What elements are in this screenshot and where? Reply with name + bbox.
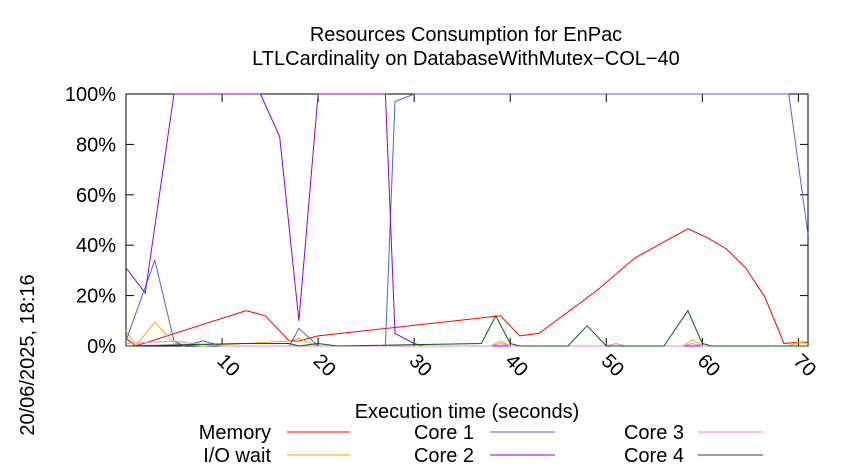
legend-label: Memory: [199, 422, 271, 444]
series-lines: [125, 93, 809, 347]
timestamp-label: 20/06/2025, 18:16: [17, 274, 39, 435]
x-tick-label: 70: [789, 350, 820, 381]
chart-subtitle: LTLCardinality on DatabaseWithMutex−COL−…: [252, 48, 680, 70]
legend-label: Core 4: [624, 445, 684, 467]
chart-title: Resources Consumption for EnPac: [310, 24, 622, 46]
x-tick-label: 40: [501, 350, 532, 381]
legend-label: Core 1: [414, 422, 474, 444]
y-tick-label: 40%: [76, 235, 116, 257]
legend-label: Core 3: [624, 422, 684, 444]
series-line-core-2: [125, 93, 808, 347]
y-tick-label: 100%: [65, 84, 116, 106]
x-tick-label: 50: [597, 350, 628, 381]
x-tick-label: 30: [405, 350, 436, 381]
series-line-i-o-wait: [125, 321, 809, 347]
y-tick-label: 20%: [76, 286, 116, 308]
x-tick-label: 60: [693, 350, 724, 381]
y-axis: 0% 20% 40% 60% 80% 100%: [65, 84, 808, 358]
series-line-memory: [125, 228, 808, 347]
y-tick-label: 0%: [87, 336, 116, 358]
series-line-core-4: [125, 309, 808, 347]
series-line-core-1: [125, 93, 809, 347]
legend-label: I/O wait: [203, 445, 271, 467]
y-tick-label: 80%: [76, 134, 116, 156]
x-axis: 10 20 30 40 50 60 70: [213, 94, 820, 381]
x-axis-label: Execution time (seconds): [355, 401, 580, 423]
x-tick-label: 20: [309, 350, 340, 381]
plot-frame: [125, 93, 809, 347]
legend-label: Core 2: [414, 445, 474, 467]
x-tick-label: 10: [213, 350, 244, 381]
y-tick-label: 60%: [76, 185, 116, 207]
